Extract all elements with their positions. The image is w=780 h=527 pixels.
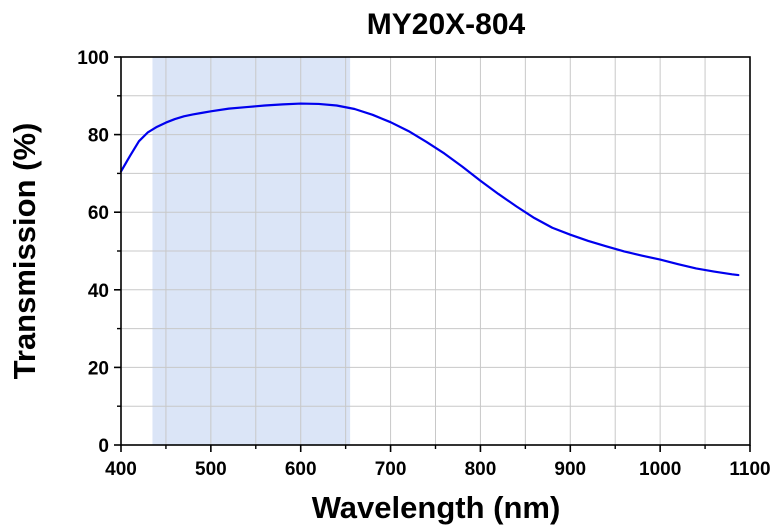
- grid-layer: [121, 57, 750, 445]
- tick-label-layer: 400 500 600 700 800 900 1000 1100 0 20 40 60 80 100: [77, 48, 770, 480]
- x-tick-label-800: 800: [465, 459, 497, 480]
- x-axis-label: Wavelength (nm): [312, 490, 561, 525]
- x-tick-label-600: 600: [285, 459, 317, 480]
- y-axis-label: Transmission (%): [7, 123, 42, 380]
- y-tick-label-40: 40: [88, 281, 109, 302]
- chart-title: MY20X-804: [367, 8, 526, 41]
- tick-layer: [114, 56, 751, 452]
- y-tick-label-20: 20: [88, 358, 109, 379]
- series-layer: [119, 102, 740, 277]
- x-tick-label-700: 700: [375, 459, 407, 480]
- y-tick-label-100: 100: [77, 48, 109, 69]
- series-line-0: [119, 102, 740, 277]
- x-tick-label-1000: 1000: [639, 459, 681, 480]
- y-tick-label-0: 0: [98, 436, 109, 457]
- x-tick-label-500: 500: [195, 459, 227, 480]
- y-tick-label-80: 80: [88, 126, 109, 147]
- x-tick-label-400: 400: [105, 459, 137, 480]
- x-tick-label-900: 900: [554, 459, 586, 480]
- y-tick-label-60: 60: [88, 203, 109, 224]
- x-tick-label-1100: 1100: [729, 459, 770, 480]
